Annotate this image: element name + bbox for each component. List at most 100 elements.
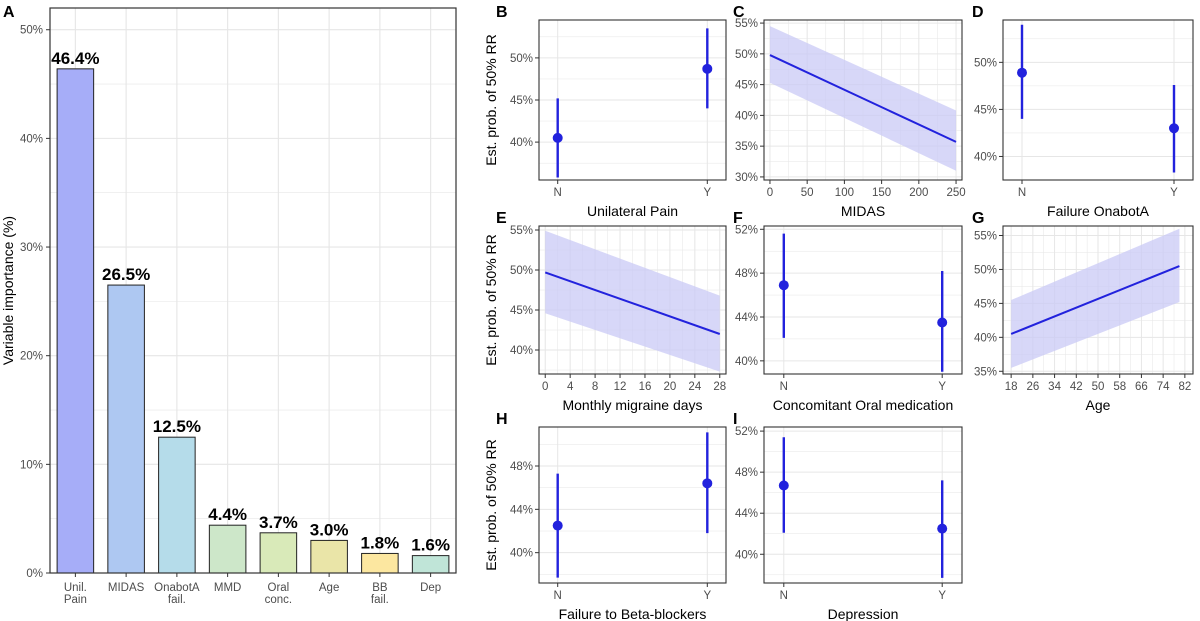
y-tick-label: 52% [735, 426, 758, 438]
y-tick-label: 50% [735, 49, 758, 61]
x-tick-label: Y [1170, 187, 1178, 199]
y-tick-label: 30% [735, 172, 758, 184]
x-tick-label: 0 [767, 187, 773, 199]
x-tick-label: 50 [801, 187, 814, 199]
panel-letter-g: G [972, 210, 984, 227]
bar-8 [411, 555, 450, 574]
y-tick-label: 50% [20, 25, 43, 37]
x-tick-label: 250 [946, 187, 965, 199]
x-tick-label: Dep [420, 582, 441, 594]
y-tick-label: 48% [735, 467, 758, 479]
panel-d-chart: 40% 45% 50% N Y Failure OnabotA [974, 19, 1194, 219]
panel-border [49, 7, 457, 574]
y-tick-label: 45% [510, 95, 533, 107]
y-tick-label: 40% [735, 549, 758, 561]
y-tick-label: 40% [510, 548, 533, 560]
trend-line [544, 271, 721, 335]
x-tick-label: 66 [1135, 381, 1148, 393]
y-tick-label: 40% [974, 151, 997, 163]
plot-background [1003, 20, 1193, 180]
trend-line [769, 54, 957, 143]
x-tick-label: N [554, 590, 562, 602]
x-axis-title: Depression [828, 606, 899, 621]
x-tick-label: 12 [614, 381, 627, 393]
x-tick-label: 34 [1048, 381, 1061, 393]
confidence-band [545, 230, 720, 372]
y-tick-label: 40% [974, 332, 997, 344]
panel-e-chart: 40% 45% 50% 55% 0 4 8 12 16 20 24 28 Monthly migrain… [483, 225, 727, 413]
y-tick-label: 30% [20, 242, 43, 254]
x-tick-label: Y [938, 590, 946, 602]
y-tick-label: 50% [974, 264, 997, 276]
y-tick-label: 40% [20, 133, 43, 145]
y-tick-label: 50% [510, 265, 533, 277]
panel-border [538, 426, 727, 584]
bar-1 [56, 68, 95, 574]
bar-value-label: 12.5% [153, 417, 201, 436]
panel-border [1002, 19, 1194, 181]
y-tick-label: 44% [510, 504, 533, 516]
x-axis-title: Age [1086, 397, 1111, 413]
estimate-point-2 [1169, 123, 1179, 134]
y-tick-label: 48% [735, 268, 758, 280]
x-tick-label: 74 [1157, 381, 1170, 393]
x-tick-label: Y [703, 187, 711, 199]
x-tick-label: 20 [664, 381, 677, 393]
x-tick-label: MMD [214, 582, 241, 594]
estimate-point-1 [552, 132, 563, 143]
y-tick-label: 44% [735, 508, 758, 520]
estimate-point-1 [778, 280, 789, 291]
y-tick-label: 48% [510, 461, 533, 473]
estimate-point-2 [702, 63, 713, 74]
plot-background [539, 427, 726, 583]
x-tick-label: Y [703, 590, 711, 602]
x-tick-label: 4 [567, 381, 574, 393]
panel-g-chart: 35% 40% 45% 50% 55% 18 26 34 42 50 58 66 74 82 Age [974, 225, 1194, 413]
x-tick-label: fail. [168, 594, 186, 606]
x-tick-label: 16 [639, 381, 652, 393]
x-axis-title: Failure to Beta-blockers [559, 606, 707, 621]
bar-value-label: 3.0% [310, 520, 349, 539]
y-tick-label: 45% [974, 104, 997, 116]
panel-letter-d: D [972, 4, 984, 21]
y-tick-label: 10% [20, 459, 43, 471]
bar-value-label: 3.7% [259, 513, 298, 532]
estimate-point-1 [1017, 67, 1027, 78]
y-tick-label: 45% [735, 80, 758, 92]
panel-letter-i: I [733, 411, 737, 428]
y-axis-title: Est. prob. of 50% RR [483, 234, 499, 366]
panel-h-chart: 40% 44% 48% N Y Failure to Beta-blockers Est. … [483, 426, 727, 621]
bar-6 [310, 539, 348, 574]
panel-letter-e: E [496, 210, 507, 227]
bar-value-label: 4.4% [208, 505, 247, 524]
panel-i-chart: 40% 44% 48% 52% N Y Depression [735, 426, 963, 621]
x-axis-title: Failure OnabotA [1047, 203, 1150, 219]
x-tick-label: OnabotA [154, 582, 200, 594]
panel-letter-f: F [733, 210, 743, 227]
x-tick-label: 8 [592, 381, 598, 393]
bar-value-label: 46.4% [51, 49, 99, 68]
x-tick-label: 58 [1113, 381, 1126, 393]
y-tick-label: 45% [974, 298, 997, 310]
panel-letter-c: C [733, 4, 745, 21]
x-tick-label: N [1018, 187, 1026, 199]
panel-f-chart: 40% 44% 48% 52% N Y Concomitant Oral medicatio… [735, 224, 963, 413]
estimate-point-2 [702, 478, 713, 489]
bar-3 [158, 436, 196, 574]
bar-5 [259, 532, 298, 574]
x-tick-label: 200 [909, 187, 928, 199]
panel-letter-h: H [496, 411, 508, 428]
y-tick-label: 55% [735, 18, 758, 30]
panel-border [763, 19, 963, 181]
bar-value-label: 26.5% [102, 265, 150, 284]
estimate-point-1 [778, 480, 789, 491]
y-tick-label: 40% [510, 345, 533, 357]
y-tick-label: 40% [735, 356, 758, 368]
trend-line [1010, 265, 1180, 335]
bar-7 [361, 552, 399, 574]
panel-b-chart: 40% 45% 50% N Y Unilateral Pain Est. prob. of … [483, 19, 727, 219]
x-tick-label: 26 [1026, 381, 1039, 393]
y-tick-label: 35% [974, 366, 997, 378]
x-tick-label: 150 [872, 187, 891, 199]
bar-value-label: 1.8% [361, 533, 400, 552]
